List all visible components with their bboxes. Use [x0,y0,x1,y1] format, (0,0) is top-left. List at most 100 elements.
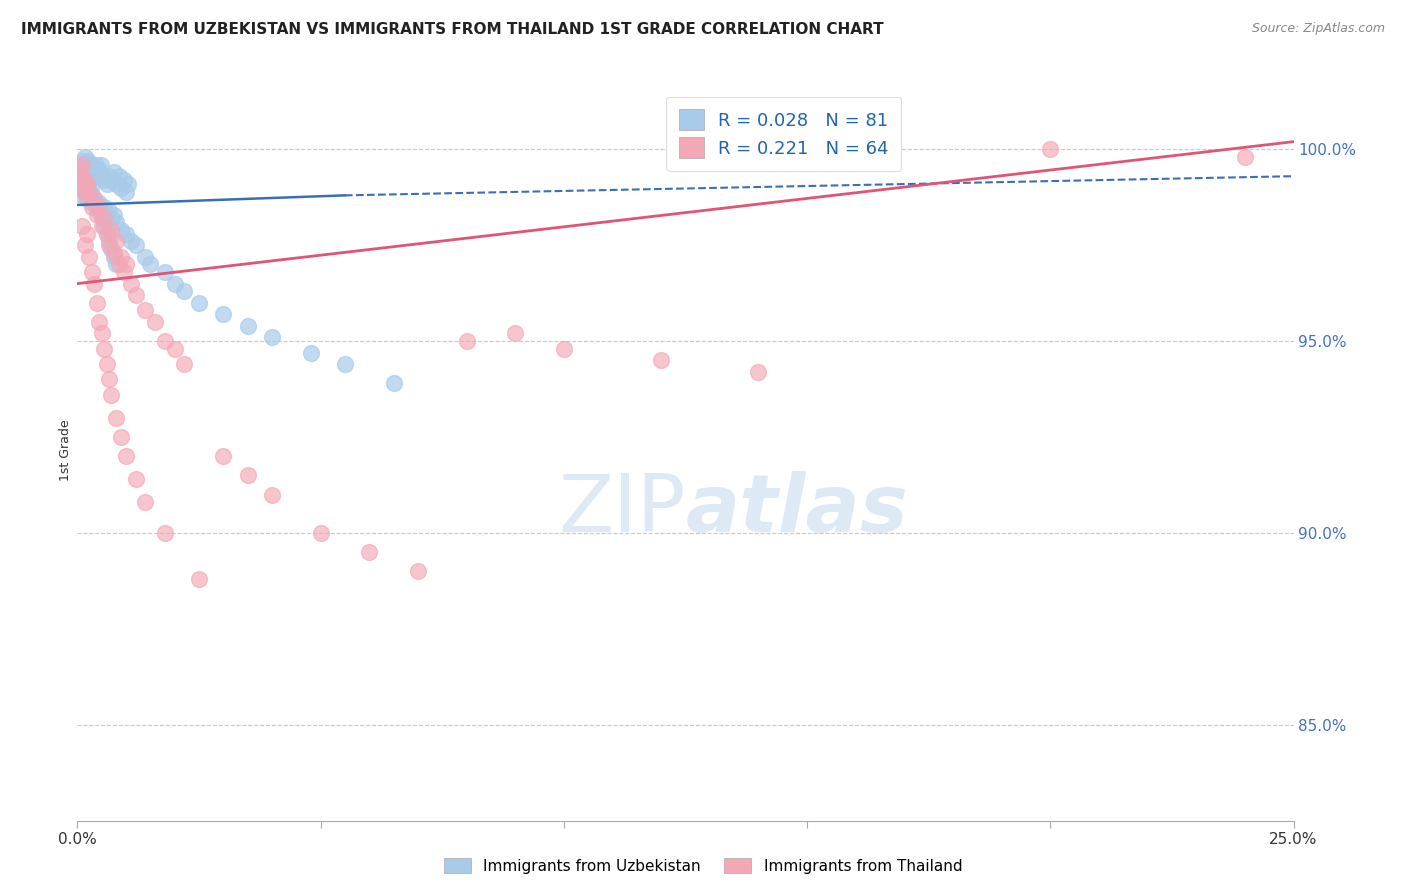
Point [115,185,138,199]
Point [82,161,104,176]
Point [96,357,118,371]
Point [79,185,101,199]
Point [115,227,138,241]
Point [76,227,98,241]
Point [73,238,96,252]
Point [80,265,103,279]
Point [650,353,672,368]
Point [120,235,142,249]
Point [236,468,259,483]
Point [100,388,122,402]
Point [553,342,575,356]
Point [97,238,120,252]
Point [747,365,769,379]
Point [115,257,138,271]
Point [80,196,103,211]
Point [120,277,142,291]
Point [503,326,526,341]
Point [188,572,211,586]
Point [107,257,129,271]
Point [80,169,103,184]
Point [84,158,107,172]
Point [73,169,96,184]
Point [86,169,108,184]
Point [93,342,115,356]
Point [86,200,108,214]
Point [83,192,105,206]
Point [309,525,332,540]
Point [456,334,478,348]
Point [90,158,112,172]
Point [70,153,93,168]
Point [110,180,132,194]
Point [112,265,135,279]
Point [83,165,105,179]
Point [90,203,112,218]
Point [86,200,108,214]
Point [93,211,115,226]
Point [89,315,111,329]
Text: ZIP: ZIP [558,471,686,549]
Point [105,257,128,271]
Point [260,330,283,344]
Point [80,158,103,172]
Point [70,219,93,233]
Point [163,342,186,356]
Point [69,180,91,194]
Point [100,223,122,237]
Point [100,242,122,256]
Point [105,235,128,249]
Point [134,303,156,318]
Point [110,430,132,444]
Point [70,169,93,184]
Point [406,564,429,578]
Point [89,165,111,179]
Point [97,169,120,184]
Point [212,307,235,321]
Point [87,161,110,176]
Point [125,288,148,302]
Point [93,219,115,233]
Point [236,318,259,333]
Point [153,265,176,279]
Point [143,315,166,329]
Point [75,180,97,194]
Point [125,238,148,252]
Point [110,250,132,264]
Point [69,165,91,179]
Point [103,250,125,264]
Point [73,150,96,164]
Point [103,165,125,179]
Point [76,192,98,206]
Point [134,250,156,264]
Point [96,227,118,241]
Legend: Immigrants from Uzbekistan, Immigrants from Thailand: Immigrants from Uzbekistan, Immigrants f… [437,852,969,880]
Point [73,173,96,187]
Point [73,185,96,199]
Point [83,277,105,291]
Point [70,158,93,172]
Point [70,173,93,187]
Point [359,545,381,559]
Point [93,173,115,187]
Point [83,192,105,206]
Point [97,203,120,218]
Point [299,345,322,359]
Point [188,295,211,310]
Point [90,169,112,184]
Point [139,257,162,271]
Point [79,250,101,264]
Point [212,449,235,463]
Point [76,161,98,176]
Point [333,357,356,371]
Text: Source: ZipAtlas.com: Source: ZipAtlas.com [1251,22,1385,36]
Point [75,188,97,202]
Y-axis label: 1st Grade: 1st Grade [59,419,72,482]
Point [100,211,122,226]
Point [153,525,176,540]
Point [90,211,112,226]
Point [110,223,132,237]
Point [70,158,93,172]
Point [105,177,128,191]
Point [96,208,118,222]
